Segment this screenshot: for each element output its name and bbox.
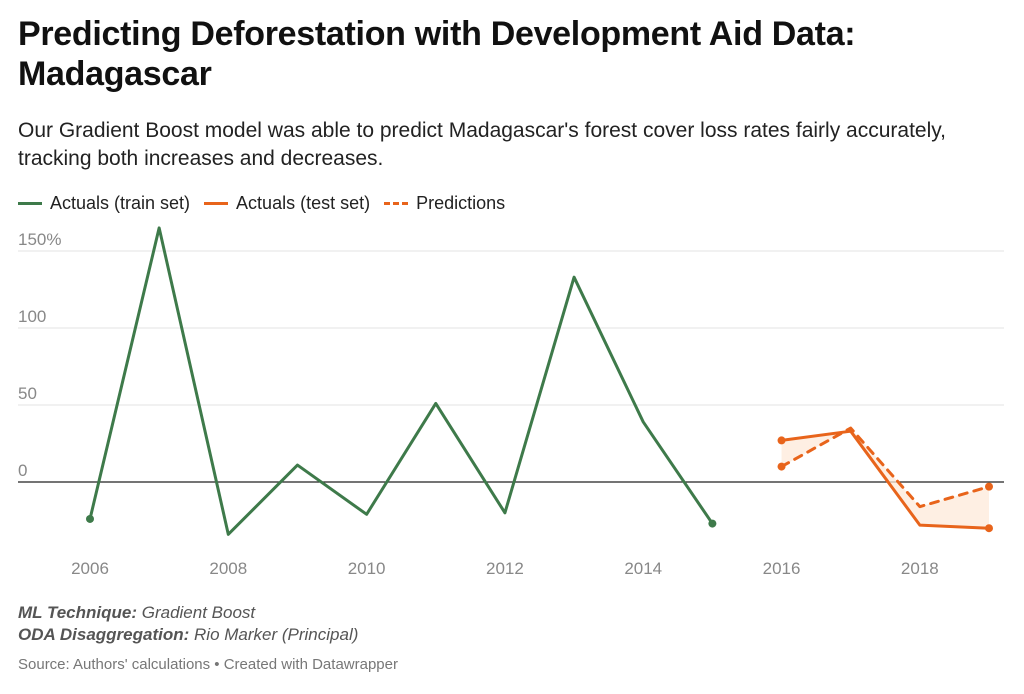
- x-tick-label: 2010: [348, 559, 386, 575]
- y-tick-label: 0: [18, 461, 27, 480]
- chart-series: [86, 226, 993, 536]
- chart-gridlines: [18, 250, 1004, 483]
- x-axis-ticks: 2006 2008 2010 2012 2014 2016 2018: [71, 559, 939, 575]
- y-tick-label: 100: [18, 307, 46, 326]
- x-tick-label: 2008: [209, 559, 247, 575]
- data-point-test: [777, 436, 786, 445]
- note-oda-label: ODA Disaggregation:: [18, 625, 190, 644]
- y-axis-ticks: 0 50 100 150%: [18, 230, 61, 480]
- data-point-predictions: [985, 482, 993, 491]
- chart-legend: Actuals (train set) Actuals (test set) P…: [18, 193, 519, 214]
- note-technique: ML Technique: Gradient Boost: [18, 602, 358, 624]
- data-point-train: [86, 514, 94, 523]
- note-oda-value: Rio Marker (Principal): [194, 625, 359, 644]
- legend-item-test: Actuals (test set): [204, 193, 370, 214]
- x-tick-label: 2006: [71, 559, 109, 575]
- legend-label-test: Actuals (test set): [236, 193, 371, 213]
- x-tick-label: 2014: [624, 559, 662, 575]
- legend-item-train: Actuals (train set): [18, 193, 190, 214]
- legend-swatch-train: [18, 202, 42, 205]
- legend-swatch-test: [204, 202, 229, 205]
- series-line-test: [780, 429, 991, 530]
- x-tick-label: 2018: [901, 559, 939, 575]
- y-tick-label: 150%: [18, 230, 61, 249]
- chart-source: Source: Authors' calculations • Created …: [18, 656, 398, 673]
- data-point-predictions: [777, 462, 786, 471]
- chart-notes: ML Technique: Gradient Boost ODA Disaggr…: [18, 602, 358, 646]
- legend-item-predictions: Predictions: [384, 193, 505, 214]
- note-technique-label: ML Technique:: [18, 603, 137, 622]
- y-tick-label: 50: [18, 384, 37, 403]
- note-technique-value: Gradient Boost: [141, 603, 256, 622]
- legend-label-train: Actuals (train set): [50, 193, 191, 213]
- legend-swatch-predictions: [384, 202, 409, 205]
- note-oda: ODA Disaggregation: Rio Marker (Principa…: [18, 624, 358, 646]
- chart-title: Predicting Deforestation with Developmen…: [18, 15, 856, 93]
- data-point-test: [985, 524, 993, 533]
- x-tick-label: 2012: [486, 559, 524, 575]
- line-chart: 0 50 100 150% 2006 2008 2010 2012 2014 2016 2018: [18, 226, 1004, 575]
- chart-subtitle: Our Gradient Boost model was able to pre…: [18, 119, 947, 170]
- data-point-train: [708, 519, 717, 528]
- legend-label-predictions: Predictions: [416, 193, 506, 213]
- x-tick-label: 2016: [763, 559, 801, 575]
- series-line-train: [88, 226, 714, 536]
